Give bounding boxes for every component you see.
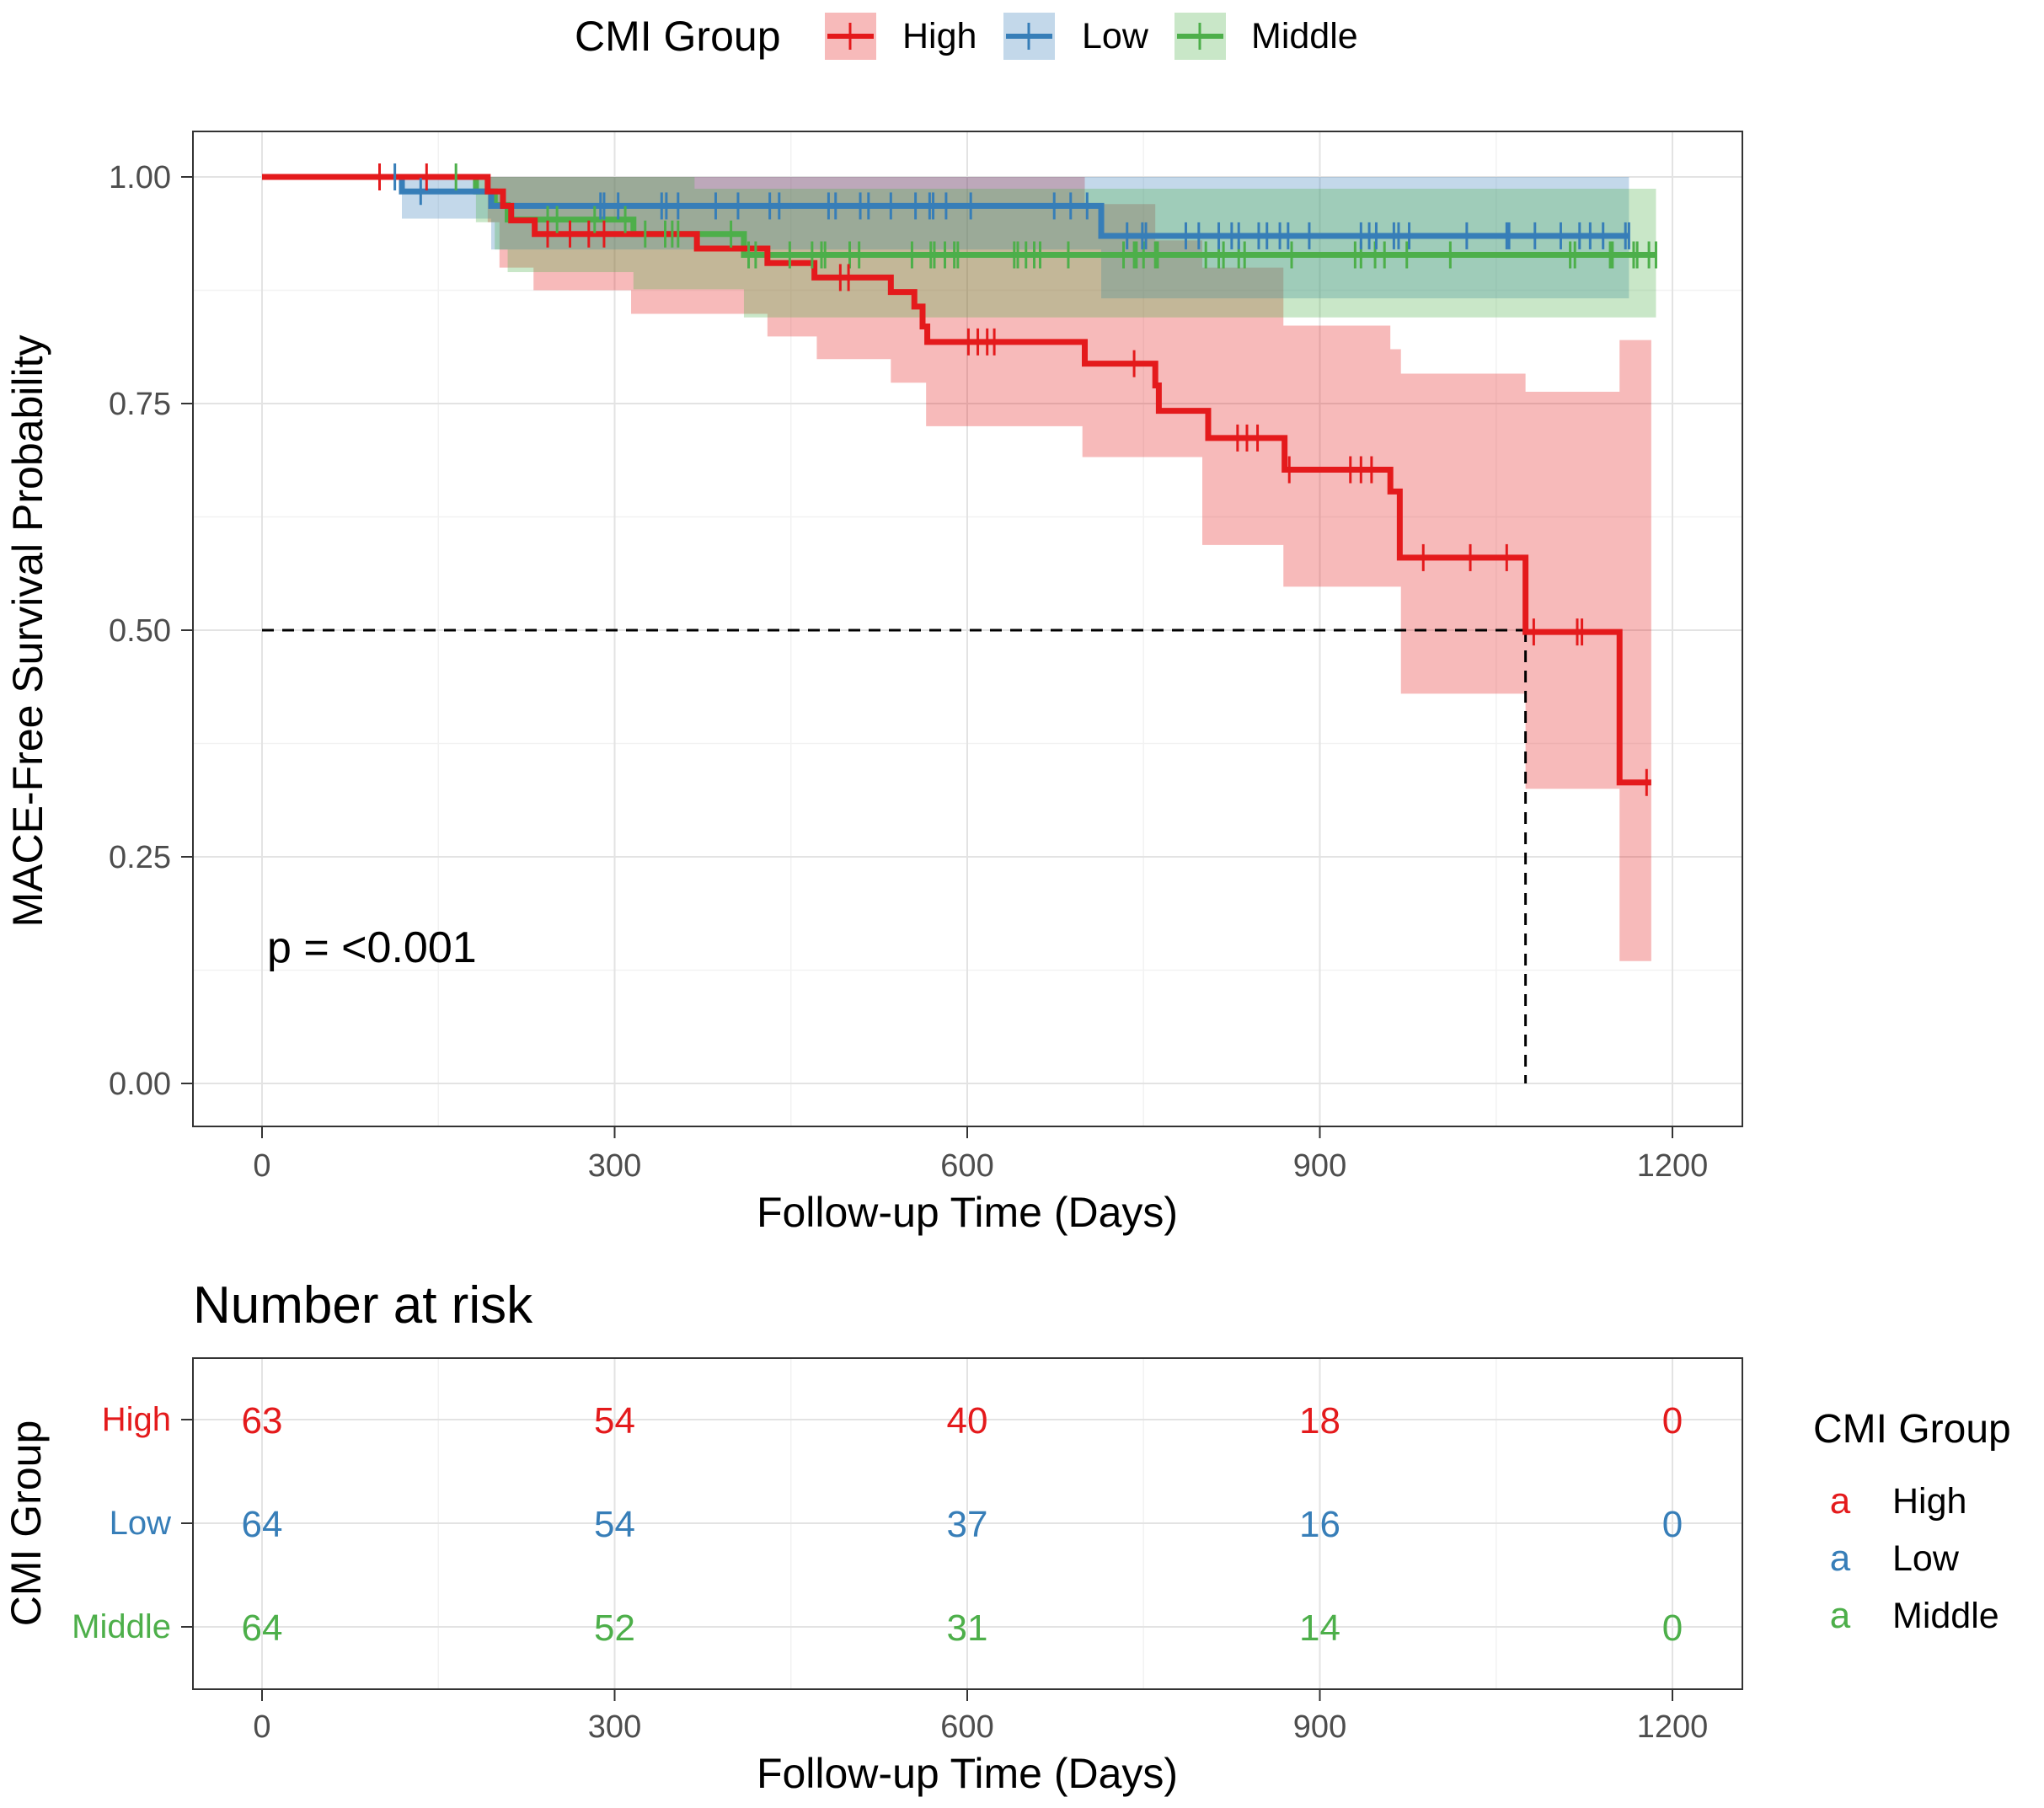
x-tick-label: 1200	[1637, 1148, 1709, 1184]
median-lines	[262, 629, 1528, 1083]
y-tick-label: 0.25	[109, 840, 171, 875]
x-tick-label: 300	[588, 1148, 641, 1184]
x-tick-label: 600	[940, 1148, 993, 1184]
risk-count-middle: 52	[594, 1607, 635, 1649]
risk-legend-label-high: High	[1892, 1481, 1966, 1522]
y-tick-label: 0.50	[109, 613, 171, 649]
y-tick-label: 1.00	[109, 160, 171, 195]
risk-count-low: 0	[1662, 1504, 1683, 1545]
risk-count-middle: 31	[947, 1607, 988, 1649]
risk-count-low: 37	[947, 1504, 988, 1545]
y-tick-label: 0.00	[109, 1067, 171, 1102]
km-x-axis-title: Follow-up Time (Days)	[757, 1189, 1178, 1236]
survival-curve-high	[262, 174, 1651, 786]
km-gridlines	[193, 131, 1742, 1126]
risk-count-low: 54	[594, 1504, 635, 1545]
legend-key-middle	[1174, 13, 1226, 60]
risk-count-high: 40	[947, 1400, 988, 1442]
risk-x-tick-label: 0	[253, 1709, 270, 1745]
km-y-axis-title: MACE-Free Survival Probability	[4, 335, 51, 928]
risk-legend-glyph: a	[1830, 1480, 1851, 1522]
legend-label-low: Low	[1082, 16, 1149, 56]
risk-count-high: 18	[1299, 1400, 1340, 1442]
p-value-annotation: p = <0.001	[267, 923, 477, 972]
km-plot-panel: 0 300 600 900 1200 0.00 0.25 0.50 0.75 1.00 p = <…	[4, 131, 1743, 1236]
risk-row-label-high: High	[102, 1401, 171, 1438]
legend-key-low	[1003, 13, 1055, 60]
risk-y-axis-title: CMI Group	[3, 1420, 50, 1627]
censor-marks	[378, 163, 1657, 796]
risk-count-high: 0	[1662, 1400, 1683, 1442]
risk-x-tick-label: 1200	[1637, 1709, 1709, 1745]
risk-table-title: Number at risk	[193, 1276, 533, 1335]
risk-legend-glyph: a	[1830, 1595, 1851, 1636]
risk-x-tick-label: 300	[588, 1709, 641, 1745]
top-legend: CMI Group High Low Middle	[575, 13, 1358, 60]
risk-table: Number at risk 63 54 40 18 0 64 54 37 16 0 64 52 31 1…	[3, 1276, 2011, 1797]
legend-key-high	[825, 13, 876, 60]
x-tick-label: 0	[253, 1148, 270, 1184]
risk-legend-label-middle: Middle	[1892, 1596, 1999, 1636]
y-tick-label: 0.75	[109, 387, 171, 422]
risk-count-middle: 0	[1662, 1607, 1683, 1649]
risk-legend-glyph: a	[1830, 1538, 1851, 1579]
risk-legend-title: CMI Group	[1813, 1407, 2011, 1452]
risk-x-axis-title: Follow-up Time (Days)	[757, 1750, 1178, 1797]
risk-x-tick-label: 900	[1293, 1709, 1346, 1745]
survival-curves	[262, 174, 1656, 786]
legend-title: CMI Group	[575, 13, 781, 60]
legend-label-high: High	[902, 16, 977, 56]
risk-count-low: 16	[1299, 1504, 1340, 1545]
risk-row-label-low: Low	[110, 1505, 171, 1542]
risk-count-middle: 14	[1299, 1607, 1340, 1649]
risk-x-tick-label: 600	[940, 1709, 993, 1745]
risk-legend-label-low: Low	[1892, 1538, 1960, 1579]
legend-label-middle: Middle	[1251, 16, 1358, 56]
risk-count-high: 54	[594, 1400, 635, 1442]
risk-count-middle: 64	[242, 1607, 283, 1649]
ci-ribbon-high	[262, 177, 1651, 961]
risk-count-low: 64	[242, 1504, 283, 1545]
risk-count-high: 63	[242, 1400, 283, 1442]
risk-row-label-middle: Middle	[72, 1608, 171, 1645]
x-tick-label: 900	[1293, 1148, 1346, 1184]
